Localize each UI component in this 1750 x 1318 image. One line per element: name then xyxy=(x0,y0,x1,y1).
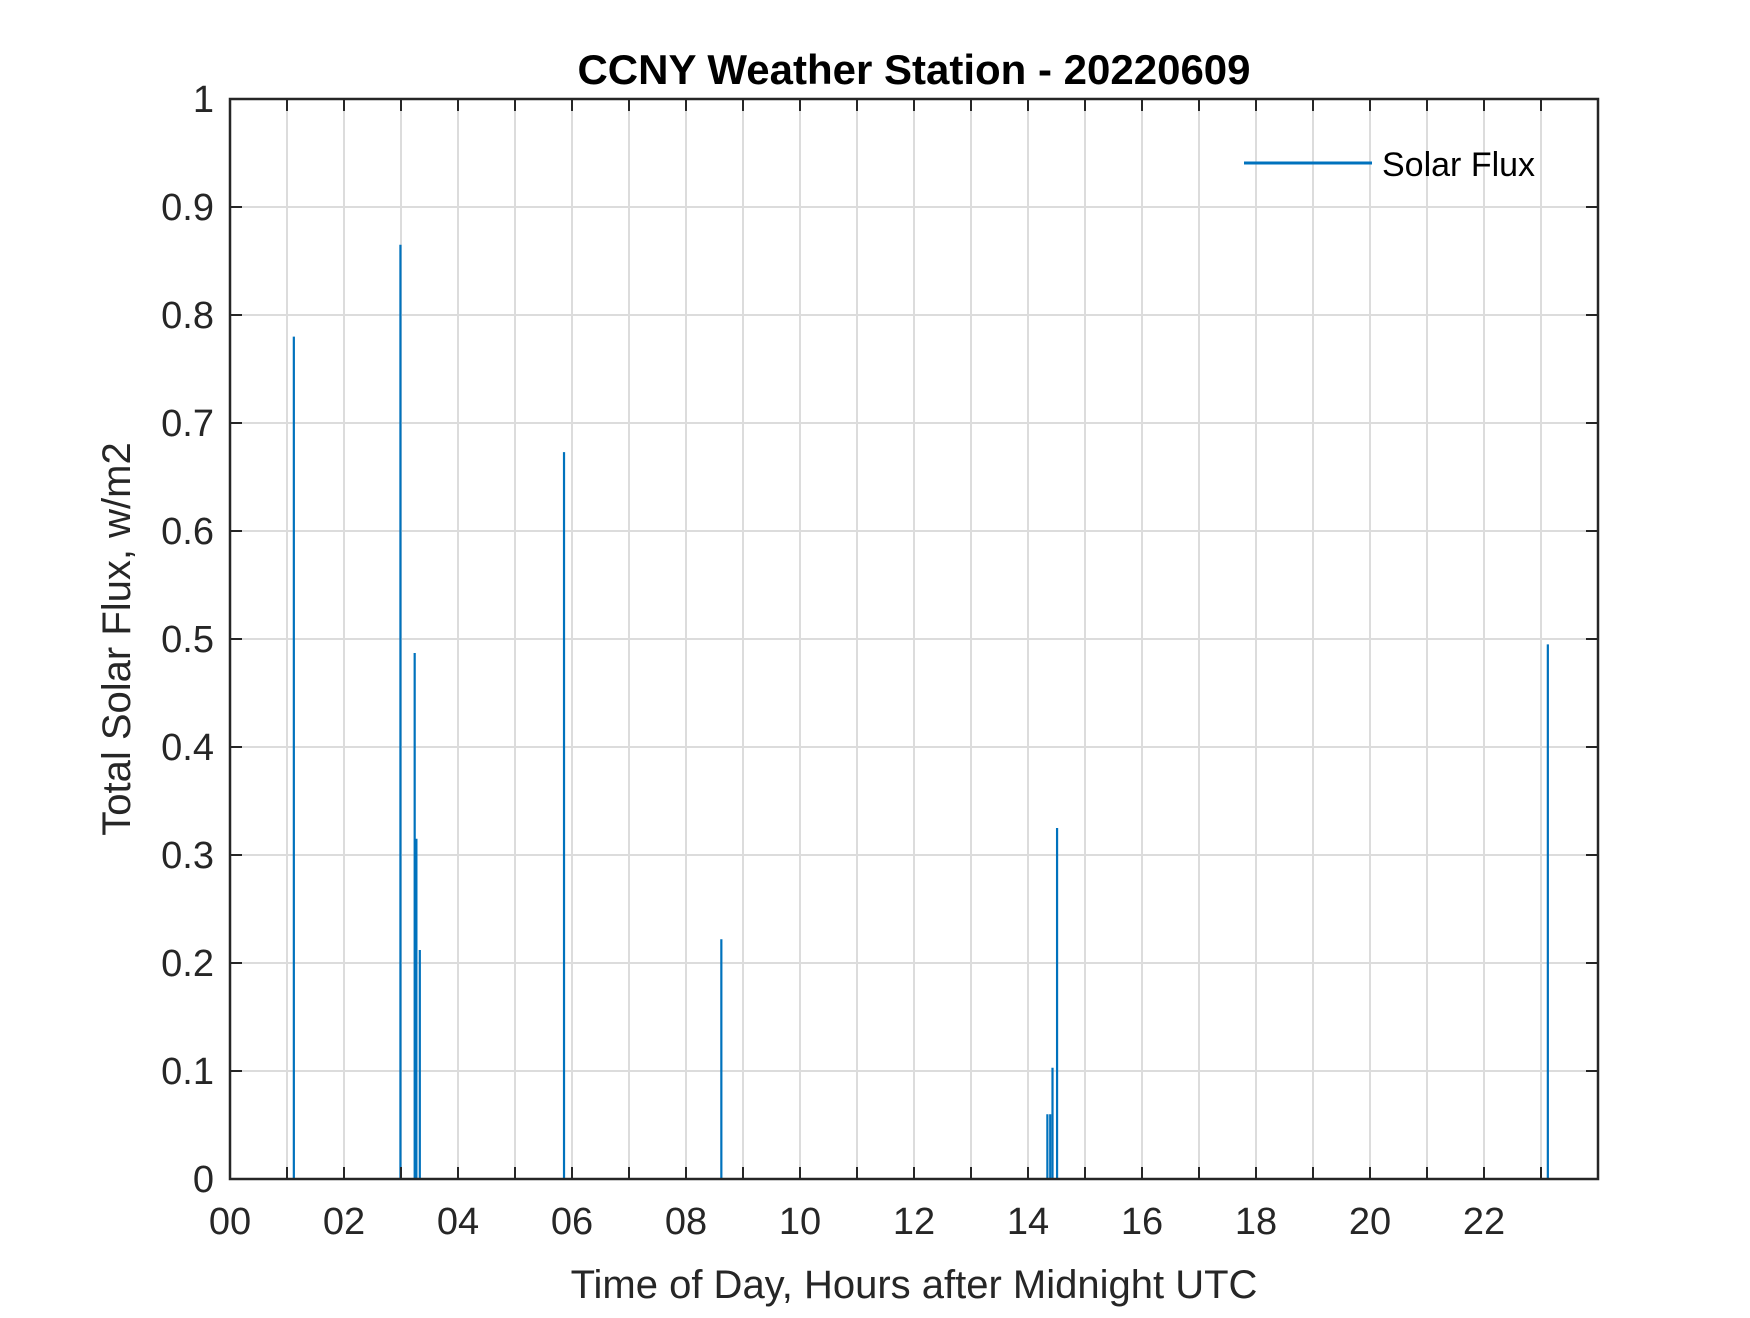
legend: Solar Flux xyxy=(1244,146,1535,184)
y-tick-label: 0.9 xyxy=(161,187,214,229)
x-tick-label: 10 xyxy=(779,1201,821,1243)
x-tick-label: 02 xyxy=(323,1201,365,1243)
y-tick-label: 0 xyxy=(193,1159,214,1201)
x-tick-label: 20 xyxy=(1349,1201,1391,1243)
x-tick-label: 18 xyxy=(1235,1201,1277,1243)
x-tick-label: 08 xyxy=(665,1201,707,1243)
y-tick-label: 0.8 xyxy=(161,295,214,337)
y-tick-label: 0.1 xyxy=(161,1051,214,1093)
tick-marks xyxy=(230,98,1598,1180)
y-tick-label: 0.5 xyxy=(161,619,214,661)
y-axis-label: Total Solar Flux, w/m2 xyxy=(95,442,139,835)
y-tick-label: 0.4 xyxy=(161,727,214,769)
x-tick-label: 16 xyxy=(1121,1201,1163,1243)
y-tick-label: 1 xyxy=(193,79,214,121)
x-axis-label: Time of Day, Hours after Midnight UTC xyxy=(571,1263,1258,1307)
y-tick-label: 0.2 xyxy=(161,943,214,985)
grid-lines xyxy=(230,99,1598,1179)
x-tick-label: 06 xyxy=(551,1201,593,1243)
x-tick-label: 00 xyxy=(209,1201,251,1243)
chart-title: CCNY Weather Station - 20220609 xyxy=(577,46,1250,93)
x-tick-label: 14 xyxy=(1007,1201,1049,1243)
y-tick-label: 0.7 xyxy=(161,403,214,445)
y-tick-labels: 0 0.1 0.2 0.3 0.4 0.5 0.6 0.7 0.8 0.9 1 xyxy=(161,79,214,1201)
x-tick-label: 04 xyxy=(437,1201,479,1243)
x-tick-label: 12 xyxy=(893,1201,935,1243)
x-tick-labels: 00 02 04 06 08 10 12 14 16 18 20 22 xyxy=(209,1201,1505,1243)
y-tick-label: 0.3 xyxy=(161,835,214,877)
x-tick-label: 22 xyxy=(1463,1201,1505,1243)
legend-label-solar-flux: Solar Flux xyxy=(1382,146,1535,184)
y-tick-label: 0.6 xyxy=(161,511,214,553)
